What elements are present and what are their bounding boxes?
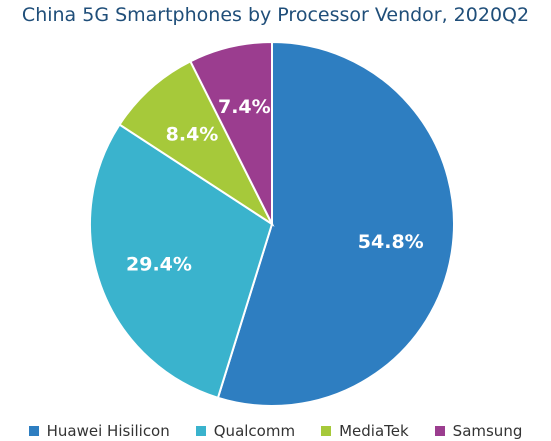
legend-label: MediaTek — [339, 421, 409, 440]
legend-item-qualcomm: Qualcomm — [195, 421, 296, 440]
legend-swatch — [195, 425, 206, 436]
slice-label-huawei-hisilicon: 54.8% — [358, 231, 424, 253]
pie-slice-mediatek — [118, 59, 275, 227]
legend-swatch — [28, 425, 39, 436]
chart-title: China 5G Smartphones by Processor Vendor… — [21, 4, 530, 26]
pie-slice-huawei-hisilicon — [216, 40, 455, 407]
slice-label-mediatek: 8.4% — [166, 123, 219, 145]
pie-labels: 54.8% 29.4% 8.4% 7.4% — [126, 96, 424, 276]
legend-item-huawei-hisilicon: Huawei Hisilicon — [28, 421, 170, 440]
legend-item-samsung: Samsung — [434, 421, 523, 440]
slice-label-qualcomm: 29.4% — [126, 254, 192, 276]
legend-label: Qualcomm — [213, 421, 296, 440]
legend: Huawei Hisilicon Qualcomm MediaTek Samsu… — [0, 420, 551, 441]
legend-swatch — [321, 425, 332, 436]
legend-item-mediatek: MediaTek — [321, 422, 409, 440]
legend-label: Samsung — [452, 421, 523, 440]
pie-slice-qualcomm — [89, 123, 274, 400]
pie-slice-samsung — [189, 40, 273, 225]
slice-label-samsung: 7.4% — [218, 96, 271, 118]
legend-label: Huawei Hisilicon — [46, 421, 170, 440]
pie-slices — [89, 40, 455, 407]
legend-swatch — [434, 425, 445, 436]
